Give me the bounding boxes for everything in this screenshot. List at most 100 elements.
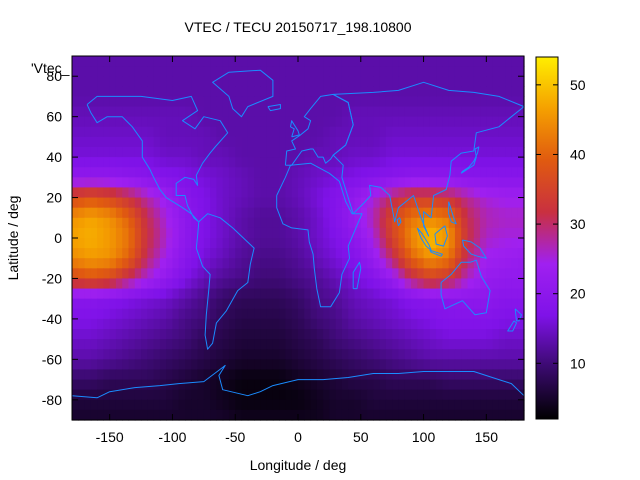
heatmap-cell xyxy=(254,197,261,209)
heatmap-cell xyxy=(379,268,387,280)
heatmap-cell xyxy=(147,409,155,421)
heatmap-cell xyxy=(367,268,374,280)
heatmap-cell xyxy=(72,136,79,148)
heatmap-cell xyxy=(109,217,117,229)
heatmap-cell xyxy=(197,308,205,320)
heatmap-cell xyxy=(354,369,362,381)
heatmap-cell xyxy=(122,409,130,421)
heatmap-cell xyxy=(260,359,268,371)
heatmap-cell xyxy=(498,298,506,310)
heatmap-cell xyxy=(254,167,261,178)
heatmap-cell xyxy=(423,106,431,118)
heatmap-cell xyxy=(467,56,475,67)
heatmap-cell xyxy=(191,136,199,148)
heatmap-cell xyxy=(266,389,274,401)
heatmap-cell xyxy=(72,399,79,411)
heatmap-cell xyxy=(392,207,400,219)
y-tick-label: 0 xyxy=(54,230,62,246)
heatmap-cell xyxy=(373,187,381,199)
heatmap-cell xyxy=(197,66,205,77)
heatmap-cell xyxy=(448,399,456,411)
heatmap-cell xyxy=(272,76,280,87)
heatmap-cell xyxy=(436,359,443,371)
heatmap-cell xyxy=(298,359,305,371)
heatmap-cell xyxy=(266,136,274,148)
heatmap-cell xyxy=(505,318,513,330)
heatmap-cell xyxy=(178,227,186,239)
heatmap-cell xyxy=(134,399,142,411)
heatmap-cell xyxy=(216,389,224,401)
heatmap-cell xyxy=(417,56,425,67)
heatmap-cell xyxy=(185,217,192,229)
heatmap-cell xyxy=(103,207,111,219)
heatmap-cell xyxy=(385,217,393,229)
heatmap-cell xyxy=(442,167,450,178)
heatmap-cell xyxy=(411,207,418,219)
heatmap-cell xyxy=(448,147,456,158)
heatmap-cell xyxy=(216,157,224,168)
heatmap-cell xyxy=(492,379,500,391)
heatmap-cell xyxy=(272,167,280,178)
heatmap-cell xyxy=(486,96,494,108)
heatmap-cell xyxy=(285,409,293,421)
heatmap-cell xyxy=(90,359,98,371)
heatmap-cell xyxy=(467,359,475,371)
heatmap-cell xyxy=(442,187,450,199)
heatmap-cell xyxy=(222,96,230,108)
heatmap-cell xyxy=(316,339,324,350)
heatmap-cell xyxy=(266,76,274,87)
heatmap-cell xyxy=(172,288,180,300)
heatmap-cell xyxy=(511,308,519,320)
heatmap-cell xyxy=(492,318,500,330)
heatmap-cell xyxy=(291,399,299,411)
heatmap-cell xyxy=(191,177,199,189)
heatmap-cell xyxy=(247,66,255,77)
heatmap-cell xyxy=(78,66,86,77)
heatmap-cell xyxy=(329,136,337,148)
heatmap-cell xyxy=(222,379,230,391)
heatmap-cell xyxy=(298,349,305,360)
heatmap-cell xyxy=(241,116,249,128)
heatmap-cell xyxy=(216,207,224,219)
heatmap-cell xyxy=(467,339,475,350)
heatmap-cell xyxy=(448,339,456,350)
heatmap-cell xyxy=(266,409,274,421)
heatmap-cell xyxy=(72,248,79,259)
heatmap-cell xyxy=(398,298,406,310)
heatmap-cell xyxy=(241,379,249,391)
heatmap-cell xyxy=(203,329,211,340)
heatmap-cell xyxy=(473,329,481,340)
heatmap-cell xyxy=(436,268,443,280)
coastline-uk xyxy=(290,120,300,138)
heatmap-cell xyxy=(166,96,174,108)
heatmap-cell xyxy=(122,126,130,138)
heatmap-cell xyxy=(147,66,155,77)
heatmap-cell xyxy=(323,177,330,189)
heatmap-cell xyxy=(423,217,431,229)
heatmap-cell xyxy=(461,197,469,209)
heatmap-cell xyxy=(285,379,293,391)
heatmap-cell xyxy=(115,258,123,269)
heatmap-cell xyxy=(392,96,400,108)
heatmap-cell xyxy=(417,409,425,421)
heatmap-cell xyxy=(505,409,513,421)
heatmap-cell xyxy=(178,278,186,290)
colorbar-tick-label: 30 xyxy=(570,216,586,232)
heatmap-cell xyxy=(115,238,123,249)
heatmap-cell xyxy=(272,157,280,168)
heatmap-cell xyxy=(367,86,374,98)
heatmap-cell xyxy=(222,318,230,330)
heatmap-cell xyxy=(291,86,299,98)
heatmap-cell xyxy=(404,389,412,401)
heatmap-cell xyxy=(341,359,349,371)
heatmap-cell xyxy=(498,227,506,239)
heatmap-cell xyxy=(222,339,230,350)
heatmap-cell xyxy=(147,197,155,209)
heatmap-cell xyxy=(222,268,230,280)
heatmap-cell xyxy=(228,96,236,108)
heatmap-cell xyxy=(72,167,79,178)
heatmap-cell xyxy=(285,56,293,67)
heatmap-cell xyxy=(228,207,236,219)
heatmap-cell xyxy=(103,167,111,178)
heatmap-cell xyxy=(285,399,293,411)
